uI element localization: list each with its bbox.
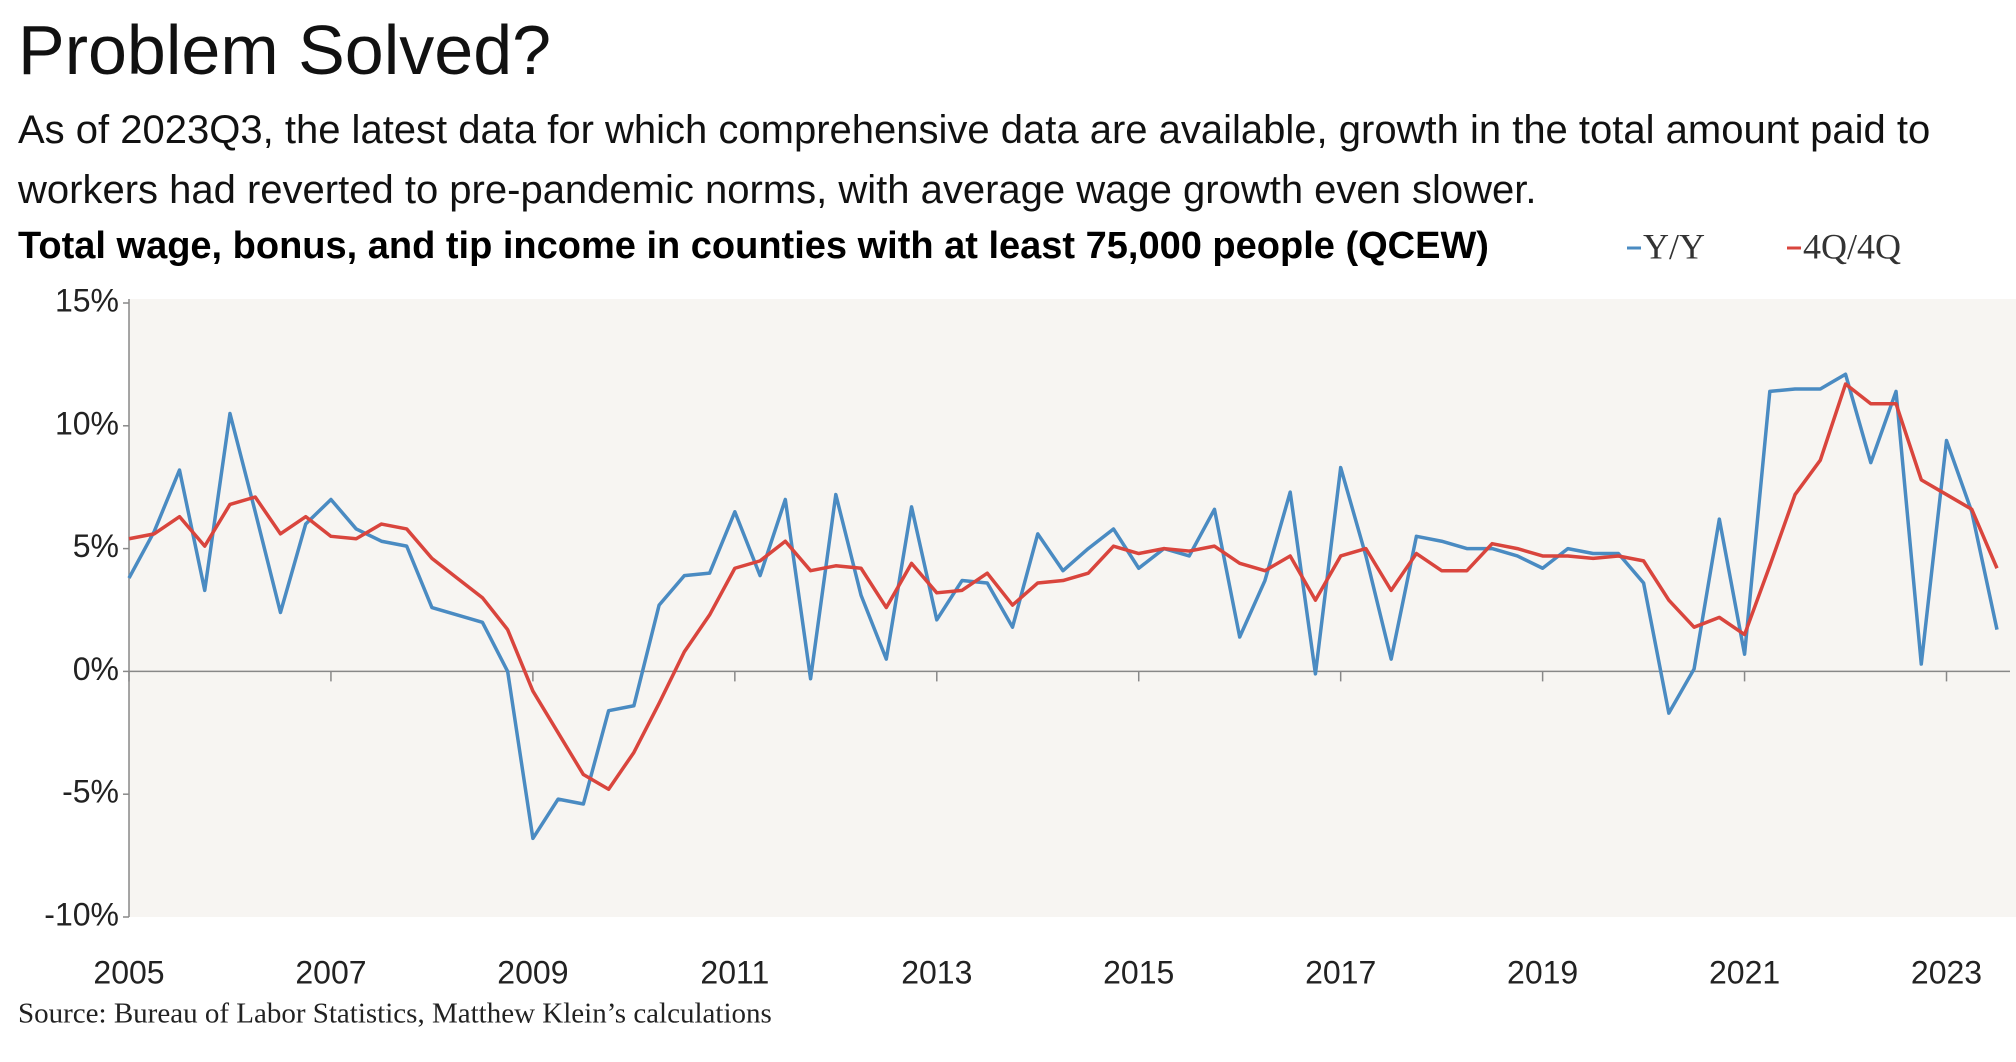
- legend-label: Y/Y: [1643, 226, 1705, 266]
- chart-heading: Total wage, bonus, and tip income in cou…: [18, 225, 1489, 267]
- chart-title: Problem Solved?: [18, 11, 552, 89]
- series-line: [127, 372, 1999, 841]
- x-tick-label: 2013: [901, 954, 972, 990]
- x-tick-label: 2017: [1305, 954, 1376, 990]
- source-note: Source: Bureau of Labor Statistics, Matt…: [18, 998, 772, 1030]
- y-tick-label: 0%: [73, 651, 119, 687]
- x-tick-label: 2023: [1911, 954, 1982, 990]
- y-tick-label: 5%: [73, 528, 119, 564]
- x-tick-label: 2005: [93, 954, 164, 990]
- plot-background: [129, 299, 2016, 917]
- x-tick-label: 2009: [497, 954, 568, 990]
- legend-label: 4Q/4Q: [1803, 226, 1901, 266]
- chart-subtitle: As of 2023Q3, the latest data for which …: [18, 108, 1931, 212]
- x-tick-label: 2021: [1709, 954, 1780, 990]
- x-tick-label: 2019: [1507, 954, 1578, 990]
- x-tick-label: 2007: [295, 954, 366, 990]
- y-tick-label: -10%: [44, 896, 119, 932]
- y-tick-label: 10%: [55, 405, 119, 441]
- x-tick-label: 2015: [1103, 954, 1174, 990]
- y-tick-label: 15%: [55, 282, 119, 318]
- y-tick-label: -5%: [62, 774, 119, 810]
- series-line: [128, 382, 1999, 792]
- x-tick-label: 2011: [700, 954, 769, 990]
